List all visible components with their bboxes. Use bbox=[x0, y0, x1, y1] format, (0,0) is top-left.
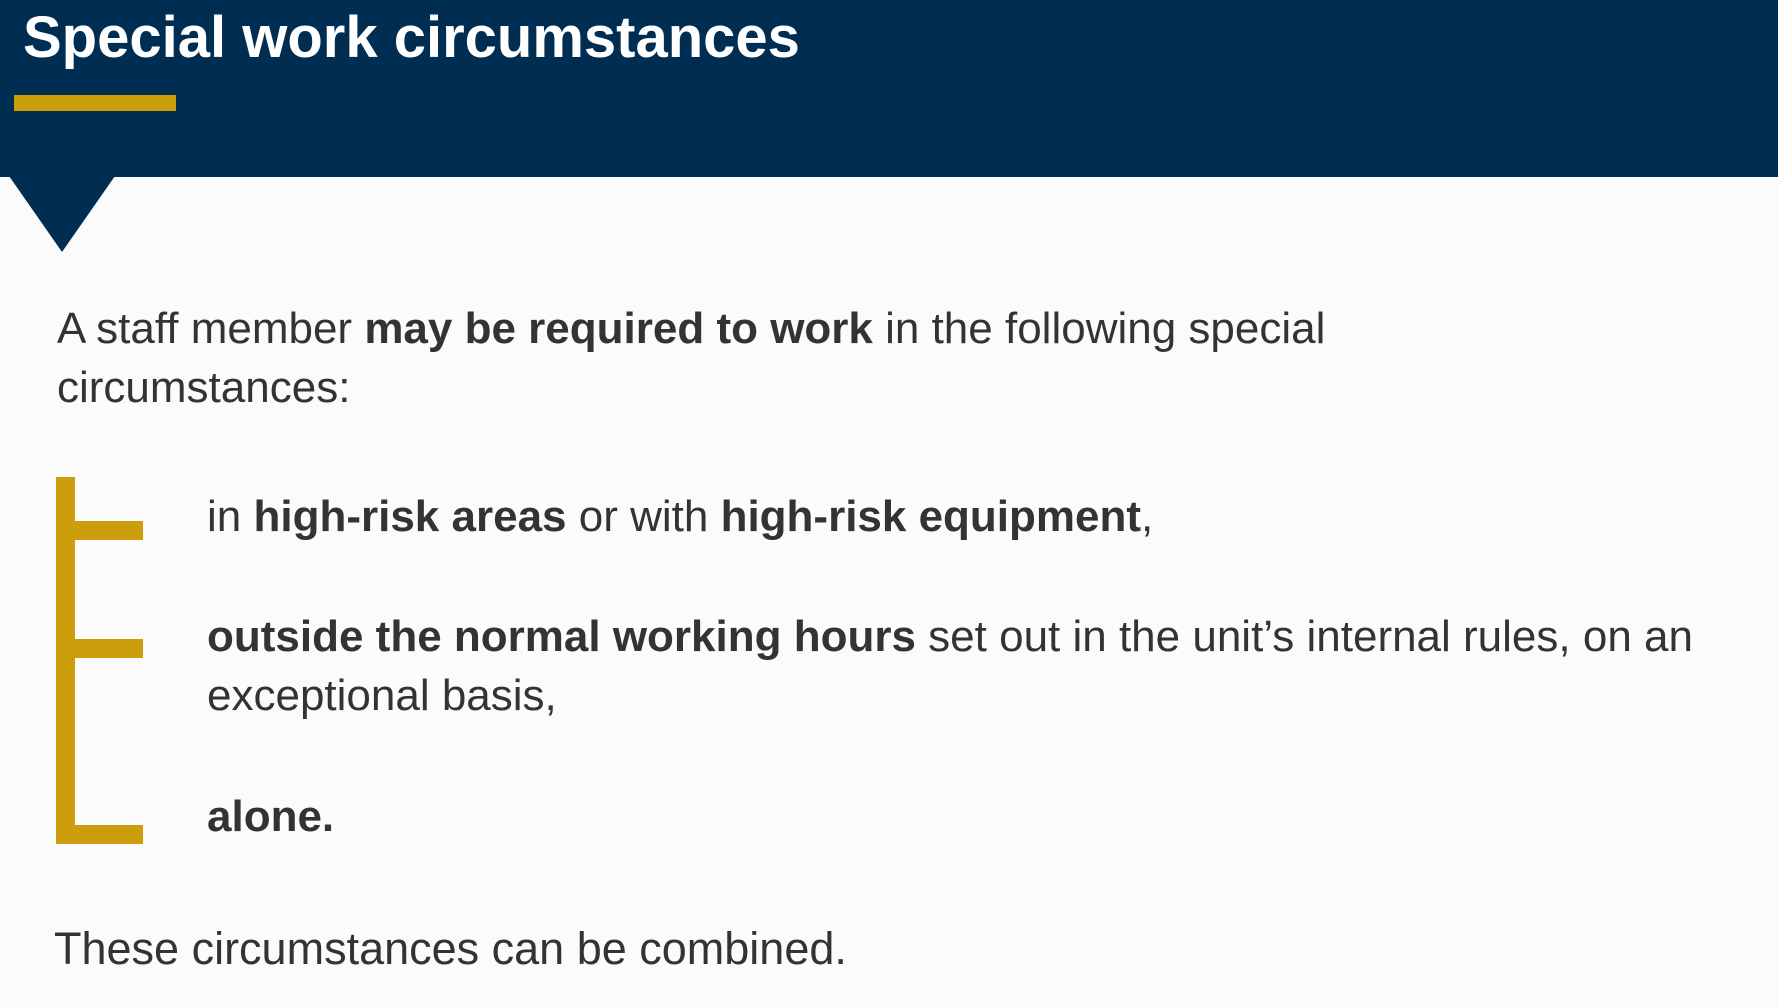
list-item-alone: alone. bbox=[207, 787, 1707, 846]
item-emphasis: high-risk equipment bbox=[720, 492, 1142, 541]
page-title: Special work circumstances bbox=[23, 5, 800, 70]
intro-text-end: in the following special circumstances: bbox=[57, 304, 1326, 412]
bracket-line bbox=[56, 477, 75, 844]
title-underline bbox=[14, 95, 176, 111]
list-item-high-risk: in high-risk areas or with high-risk equ… bbox=[207, 487, 1707, 546]
list-item-outside-hours: outside the normal working hours set out… bbox=[207, 607, 1707, 725]
footer-note: These circumstances can be combined. bbox=[54, 923, 847, 974]
item-text: in bbox=[207, 492, 254, 541]
intro-emphasis: may be required to work bbox=[364, 304, 873, 353]
item-text: or with bbox=[566, 492, 721, 541]
item-emphasis: outside the normal working hours bbox=[207, 612, 916, 661]
intro-paragraph: A staff member may be required to work i… bbox=[57, 299, 1557, 417]
header-pointer-triangle bbox=[9, 176, 115, 252]
item-emphasis: alone. bbox=[207, 792, 335, 841]
header-banner: Special work circumstances bbox=[0, 0, 1778, 177]
intro-text-start: A staff member bbox=[57, 304, 365, 353]
item-text: , bbox=[1141, 492, 1154, 541]
bracket-tick bbox=[56, 825, 143, 844]
bracket-tick bbox=[56, 639, 143, 658]
item-emphasis: high-risk areas bbox=[253, 492, 567, 541]
item-text: set out in the unit’s internal rules, on… bbox=[207, 612, 1693, 720]
bracket-tick bbox=[56, 521, 143, 540]
